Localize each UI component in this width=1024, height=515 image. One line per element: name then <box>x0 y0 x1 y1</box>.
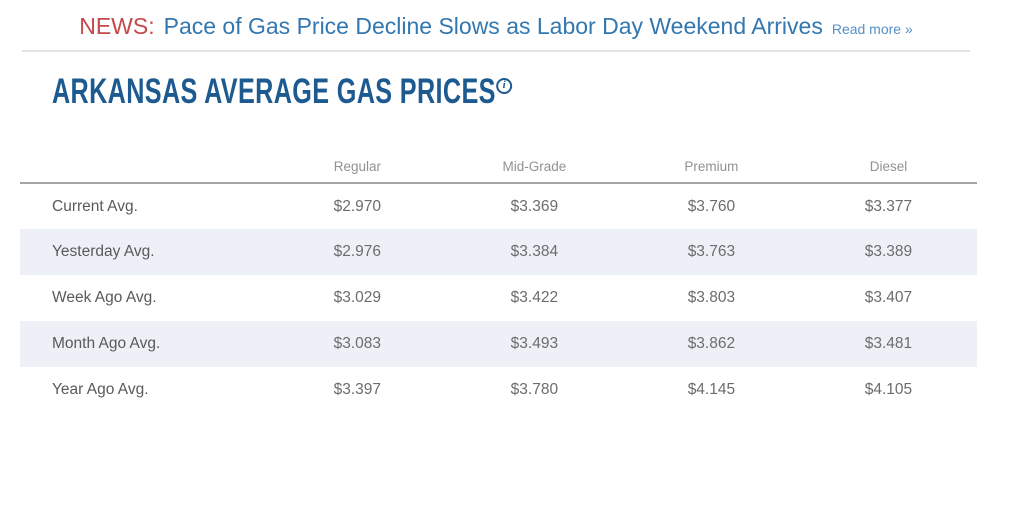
table-row-month-ago-avg: Month Ago Avg. $3.083 $3.493 $3.862 $3.4… <box>20 321 977 367</box>
row-label: Current Avg. <box>52 197 138 215</box>
price-cell: $3.481 <box>864 335 913 352</box>
price-cell: $3.083 <box>333 335 382 352</box>
price-cell: $3.760 <box>687 197 736 215</box>
price-cell: $3.029 <box>333 289 382 306</box>
price-cell: $3.763 <box>687 243 736 260</box>
gas-prices-table: Regular Mid-Grade Premium Diesel Current… <box>20 150 977 413</box>
row-label: Month Ago Avg. <box>52 335 161 352</box>
page-title: ARKANSAS AVERAGE GAS PRICES <box>52 72 496 111</box>
column-header-premium: Premium <box>622 150 800 184</box>
table-row-current-avg: Current Avg. $2.970 $3.369 $3.760 $3.377 <box>20 183 977 229</box>
price-cell: $4.105 <box>864 381 913 398</box>
news-label: NEWS: <box>79 13 155 39</box>
info-icon[interactable]: i <box>496 77 513 94</box>
column-header-regular: Regular <box>268 150 446 184</box>
price-cell: $3.862 <box>687 335 736 352</box>
read-more-link[interactable]: Read more » <box>831 21 913 37</box>
table-row-year-ago-avg: Year Ago Avg. $3.397 $3.780 $4.145 $4.10… <box>20 367 977 413</box>
news-bar: NEWS: Pace of Gas Price Decline Slows as… <box>22 0 970 52</box>
column-header-midgrade: Mid-Grade <box>445 150 623 184</box>
price-cell: $3.369 <box>510 197 559 215</box>
price-cell: $3.422 <box>510 289 559 306</box>
price-cell: $3.389 <box>864 243 913 260</box>
row-label: Week Ago Avg. <box>52 289 157 306</box>
table-row-yesterday-avg: Yesterday Avg. $2.976 $3.384 $3.763 $3.3… <box>20 229 977 275</box>
price-cell: $2.976 <box>333 243 382 260</box>
row-label: Yesterday Avg. <box>52 243 155 260</box>
price-cell: $3.397 <box>333 381 382 398</box>
price-cell: $3.493 <box>510 335 559 352</box>
title-section: ARKANSAS AVERAGE GAS PRICES i <box>52 72 1024 116</box>
gas-prices-table-container: Regular Mid-Grade Premium Diesel Current… <box>20 150 977 413</box>
price-cell: $3.407 <box>864 289 913 306</box>
price-cell: $2.970 <box>333 197 382 215</box>
news-headline-link[interactable]: Pace of Gas Price Decline Slows as Labor… <box>163 13 823 39</box>
price-cell: $3.803 <box>687 289 736 306</box>
header-row: Regular Mid-Grade Premium Diesel <box>20 150 977 184</box>
table-row-week-ago-avg: Week Ago Avg. $3.029 $3.422 $3.803 $3.40… <box>20 275 977 321</box>
column-header-diesel: Diesel <box>799 150 977 184</box>
price-cell: $3.384 <box>510 243 559 260</box>
price-cell: $3.780 <box>510 381 559 398</box>
price-cell: $4.145 <box>687 381 736 398</box>
row-label: Year Ago Avg. <box>52 381 149 398</box>
column-header-empty <box>20 150 269 184</box>
price-cell: $3.377 <box>864 197 913 215</box>
